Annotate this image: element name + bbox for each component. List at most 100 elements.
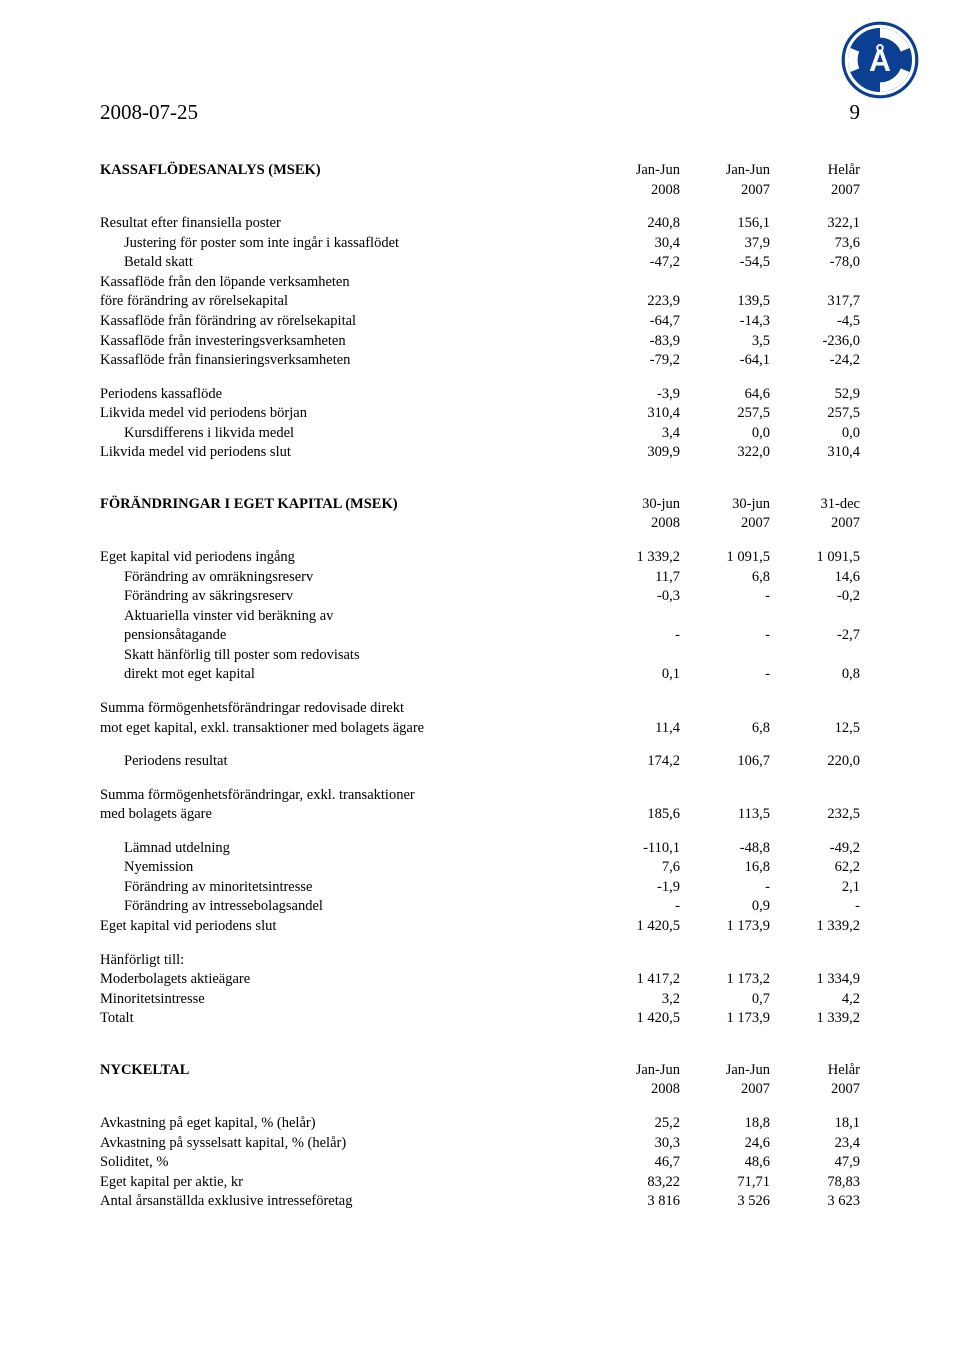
row-label: Nyemission <box>100 858 590 878</box>
cell-value: 78,83 <box>770 1173 860 1193</box>
cell-value: -79,2 <box>590 351 680 371</box>
table-row: Kassaflöde från investeringsverksamheten… <box>100 332 860 352</box>
col-year: 2007 <box>770 514 860 534</box>
cell-value: 113,5 <box>680 805 770 825</box>
row-label: direkt mot eget kapital <box>100 665 590 685</box>
cell-value <box>770 786 860 806</box>
table-row: Skatt hänförlig till poster som redovisa… <box>100 646 860 666</box>
cell-value: 0,0 <box>770 424 860 444</box>
cell-value: 0,9 <box>680 897 770 917</box>
cell-value: 18,1 <box>770 1114 860 1134</box>
cell-value: 1 339,2 <box>590 548 680 568</box>
cell-value <box>590 273 680 293</box>
cell-value <box>680 646 770 666</box>
col-header: 30-jun <box>680 495 770 515</box>
cell-value: 257,5 <box>680 404 770 424</box>
cell-value: 1 417,2 <box>590 970 680 990</box>
cell-value: -64,7 <box>590 312 680 332</box>
col-year: 2007 <box>770 1080 860 1100</box>
table-row: pensionsåtagande---2,7 <box>100 626 860 646</box>
col-year: 2007 <box>680 1080 770 1100</box>
col-header: Jan-Jun <box>680 161 770 181</box>
cell-value: - <box>680 665 770 685</box>
cell-value: -0,3 <box>590 587 680 607</box>
cell-value: 174,2 <box>590 752 680 772</box>
cell-value: 46,7 <box>590 1153 680 1173</box>
col-header: Jan-Jun <box>590 161 680 181</box>
row-label: med bolagets ägare <box>100 805 590 825</box>
cell-value: 14,6 <box>770 568 860 588</box>
row-label: Justering för poster som inte ingår i ka… <box>100 234 590 254</box>
cashflow-analysis-section: KASSAFLÖDESANALYS (MSEK) Jan-Jun Jan-Jun… <box>100 161 860 463</box>
row-label: Eget kapital per aktie, kr <box>100 1173 590 1193</box>
section-title: NYCKELTAL <box>100 1061 590 1081</box>
row-label: Eget kapital vid periodens slut <box>100 917 590 937</box>
cell-value: - <box>680 626 770 646</box>
row-label: Förändring av minoritetsintresse <box>100 878 590 898</box>
cell-value: 1 334,9 <box>770 970 860 990</box>
cell-value: 1 091,5 <box>770 548 860 568</box>
cell-value: 310,4 <box>590 404 680 424</box>
row-label: Summa förmögenhetsförändringar redovisad… <box>100 699 590 719</box>
table-row: Antal årsanställda exklusive intresseför… <box>100 1192 860 1212</box>
cell-value: 1 339,2 <box>770 1009 860 1029</box>
table-row: Periodens kassaflöde-3,964,652,9 <box>100 385 860 405</box>
cell-value <box>590 607 680 627</box>
cell-value: 1 420,5 <box>590 1009 680 1029</box>
cell-value: -4,5 <box>770 312 860 332</box>
row-label: före förändring av rörelsekapital <box>100 292 590 312</box>
cell-value: 1 173,9 <box>680 917 770 937</box>
row-label: Minoritetsintresse <box>100 990 590 1010</box>
cell-value: -236,0 <box>770 332 860 352</box>
table-row: Minoritetsintresse3,20,74,2 <box>100 990 860 1010</box>
cell-value <box>680 273 770 293</box>
cell-value: -54,5 <box>680 253 770 273</box>
cell-value: -0,2 <box>770 587 860 607</box>
table-row: Resultat efter finansiella poster240,815… <box>100 214 860 234</box>
cell-value: - <box>770 897 860 917</box>
cell-value <box>770 951 860 971</box>
table-row: Lämnad utdelning-110,1-48,8-49,2 <box>100 839 860 859</box>
cell-value: 47,9 <box>770 1153 860 1173</box>
cell-value: 4,2 <box>770 990 860 1010</box>
cell-value: -14,3 <box>680 312 770 332</box>
cell-value: 37,9 <box>680 234 770 254</box>
row-label: Moderbolagets aktieägare <box>100 970 590 990</box>
row-label: Förändring av säkringsreserv <box>100 587 590 607</box>
cell-value: 2,1 <box>770 878 860 898</box>
cell-value: 1 339,2 <box>770 917 860 937</box>
cell-value: 309,9 <box>590 443 680 463</box>
key-figures-table: NYCKELTAL Jan-Jun Jan-Jun Helår 2008 200… <box>100 1061 860 1212</box>
cell-value: 139,5 <box>680 292 770 312</box>
cell-value <box>770 273 860 293</box>
svg-text:Å: Å <box>869 44 891 78</box>
cell-value <box>770 699 860 719</box>
cell-value: 3 526 <box>680 1192 770 1212</box>
cell-value: - <box>590 897 680 917</box>
table-row: Soliditet, %46,748,647,9 <box>100 1153 860 1173</box>
cell-value: 30,4 <box>590 234 680 254</box>
cell-value <box>590 786 680 806</box>
table-row: Betald skatt-47,2-54,5-78,0 <box>100 253 860 273</box>
row-label: Periodens resultat <box>100 752 590 772</box>
row-label: Förändring av omräkningsreserv <box>100 568 590 588</box>
table-row: Nyemission7,616,862,2 <box>100 858 860 878</box>
cell-value: 11,7 <box>590 568 680 588</box>
cell-value: -64,1 <box>680 351 770 371</box>
cell-value: -1,9 <box>590 878 680 898</box>
row-label: Betald skatt <box>100 253 590 273</box>
table-row: mot eget kapital, exkl. transaktioner me… <box>100 719 860 739</box>
row-label: Avkastning på eget kapital, % (helår) <box>100 1114 590 1134</box>
table-row: Summa förmögenhetsförändringar, exkl. tr… <box>100 786 860 806</box>
cell-value: -47,2 <box>590 253 680 273</box>
cell-value: 223,9 <box>590 292 680 312</box>
cell-value: 3,4 <box>590 424 680 444</box>
cashflow-table: KASSAFLÖDESANALYS (MSEK) Jan-Jun Jan-Jun… <box>100 161 860 463</box>
table-row: Förändring av omräkningsreserv11,76,814,… <box>100 568 860 588</box>
row-label: Antal årsanställda exklusive intresseför… <box>100 1192 590 1212</box>
col-year: 2008 <box>590 181 680 201</box>
cell-value: 0,1 <box>590 665 680 685</box>
row-label: Kassaflöde från investeringsverksamheten <box>100 332 590 352</box>
table-row: Likvida medel vid periodens slut309,9322… <box>100 443 860 463</box>
report-date: 2008-07-25 <box>100 100 198 125</box>
